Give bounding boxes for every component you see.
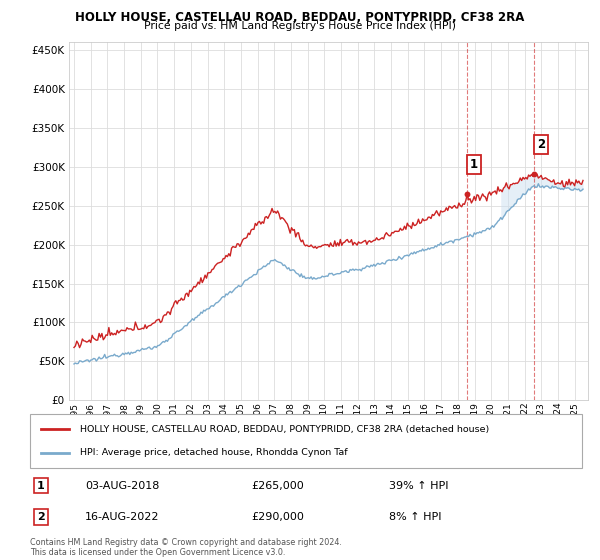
Text: Price paid vs. HM Land Registry's House Price Index (HPI): Price paid vs. HM Land Registry's House … (144, 21, 456, 31)
Text: 03-AUG-2018: 03-AUG-2018 (85, 480, 160, 491)
Text: 1: 1 (470, 158, 478, 171)
FancyBboxPatch shape (30, 414, 582, 468)
Text: Contains HM Land Registry data © Crown copyright and database right 2024.
This d: Contains HM Land Registry data © Crown c… (30, 538, 342, 557)
Text: HPI: Average price, detached house, Rhondda Cynon Taf: HPI: Average price, detached house, Rhon… (80, 448, 347, 457)
Text: 1: 1 (37, 480, 45, 491)
Point (529, 170, 539, 179)
Text: HOLLY HOUSE, CASTELLAU ROAD, BEDDAU, PONTYPRIDD, CF38 2RA: HOLLY HOUSE, CASTELLAU ROAD, BEDDAU, PON… (76, 11, 524, 24)
Text: HOLLY HOUSE, CASTELLAU ROAD, BEDDAU, PONTYPRIDD, CF38 2RA (detached house): HOLLY HOUSE, CASTELLAU ROAD, BEDDAU, PON… (80, 425, 489, 434)
Text: £265,000: £265,000 (251, 480, 304, 491)
Text: 2: 2 (537, 138, 545, 151)
Text: 16-AUG-2022: 16-AUG-2022 (85, 512, 160, 522)
Text: 8% ↑ HPI: 8% ↑ HPI (389, 512, 442, 522)
Text: £290,000: £290,000 (251, 512, 304, 522)
Text: 2: 2 (37, 512, 45, 522)
Point (463, 189, 472, 198)
Text: 39% ↑ HPI: 39% ↑ HPI (389, 480, 448, 491)
